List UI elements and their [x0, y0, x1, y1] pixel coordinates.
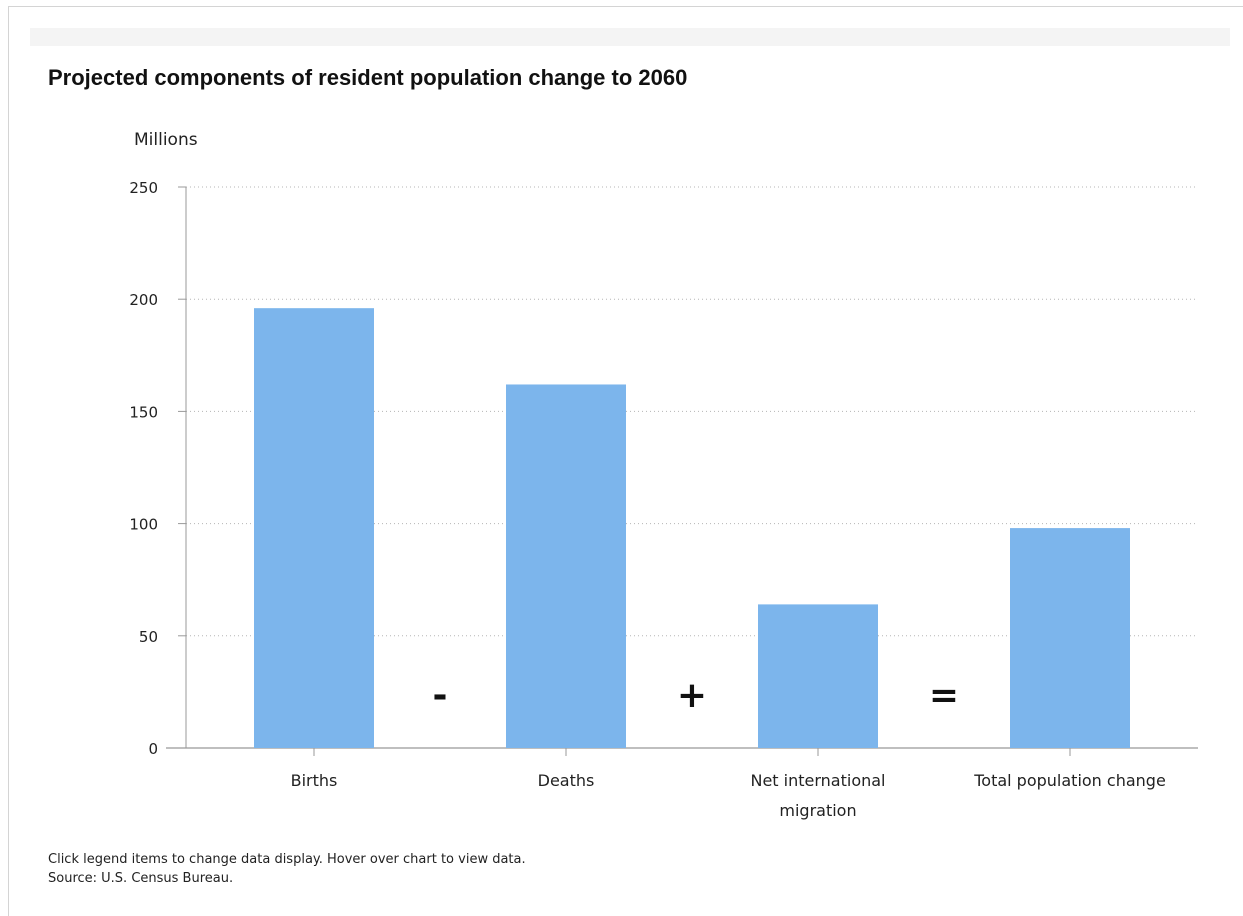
footer-source: Source: U.S. Census Bureau. [48, 871, 234, 886]
bar[interactable] [758, 604, 878, 748]
y-axis-label: Millions [134, 130, 198, 150]
operator-symbol: + [677, 675, 707, 716]
y-tick-label: 150 [129, 403, 158, 421]
y-tick-label: 0 [148, 740, 158, 758]
y-tick-label: 200 [129, 291, 158, 309]
chart-title: Projected components of resident populat… [48, 65, 688, 90]
operators: - + = [433, 675, 960, 716]
y-tick-label: 250 [129, 179, 158, 197]
x-tick-label: Births [291, 771, 338, 790]
y-tick-label: 100 [129, 516, 158, 534]
operator-symbol: - [433, 675, 448, 716]
bar[interactable] [1010, 528, 1130, 748]
chart-footer: Click legend items to change data displa… [48, 850, 526, 888]
bars[interactable] [254, 308, 1130, 748]
x-tick-label: Net international [750, 771, 885, 790]
x-tick-label: migration [779, 801, 856, 820]
chart-frame [8, 6, 1243, 916]
bar[interactable] [506, 384, 626, 748]
operator-symbol: = [929, 675, 959, 716]
top-band [30, 28, 1230, 46]
axis-labels: 0 50 100 150 200 250 Millions Births Deaths Net i… [129, 130, 1165, 820]
bar[interactable] [254, 308, 374, 748]
footer-note: Click legend items to change data displa… [48, 852, 526, 867]
x-tick-label: Total population change [973, 771, 1166, 790]
y-tick-label: 50 [139, 628, 158, 646]
x-tick-label: Deaths [538, 771, 595, 790]
